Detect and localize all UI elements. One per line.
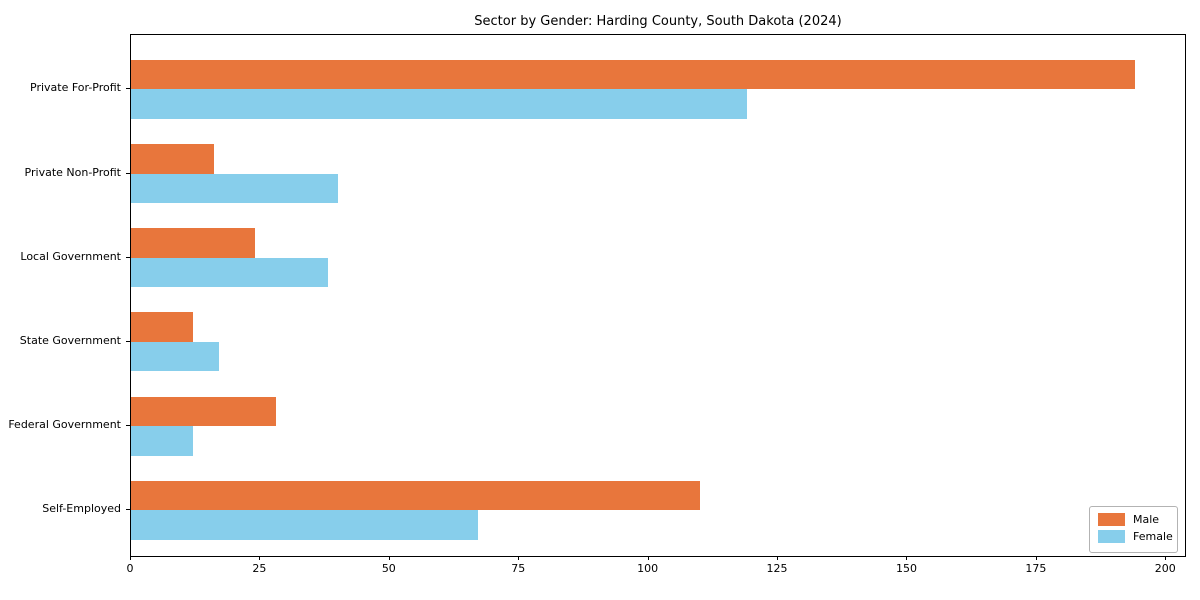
y-axis-tick — [126, 340, 130, 342]
legend-entry-male: Male — [1098, 513, 1169, 526]
bar-female — [131, 510, 478, 540]
x-axis-tick — [906, 556, 908, 560]
plot-area — [130, 34, 1186, 557]
y-axis-tick — [126, 88, 130, 90]
legend-swatch-male-icon — [1098, 513, 1125, 526]
bar-female — [131, 89, 747, 119]
bar-male — [131, 144, 214, 174]
x-axis-tick-label: 175 — [1025, 562, 1047, 575]
bar-female — [131, 426, 194, 456]
x-axis-tick — [259, 556, 261, 560]
x-axis-tick-label: 150 — [895, 562, 917, 575]
legend-label-female: Female — [1133, 530, 1173, 543]
bar-female — [131, 341, 219, 372]
bar-female — [131, 257, 328, 288]
x-axis-tick-label: 0 — [126, 562, 134, 575]
bar-male — [131, 312, 194, 342]
bar-male — [131, 396, 276, 427]
x-axis-tick-label: 100 — [637, 562, 659, 575]
x-axis-tick-label: 50 — [381, 562, 396, 575]
y-axis-label: Self-Employed — [42, 502, 121, 516]
bar-male — [131, 228, 256, 258]
legend-label-male: Male — [1133, 513, 1160, 526]
x-axis-tick — [1165, 556, 1167, 560]
legend: Male Female — [1089, 506, 1178, 553]
x-axis-tick-label: 25 — [252, 562, 267, 575]
y-axis-tick — [126, 172, 130, 174]
bar-male — [131, 59, 1136, 90]
y-axis-label: Private Non-Profit — [24, 165, 121, 179]
legend-entry-female: Female — [1098, 530, 1173, 543]
x-axis-tick — [518, 556, 520, 560]
y-axis-label: Private For-Profit — [30, 81, 121, 95]
x-axis-tick — [130, 556, 131, 560]
bar-male — [131, 480, 701, 511]
legend-entries: Male Female — [1098, 513, 1173, 543]
y-axis-label: Local Government — [20, 249, 121, 263]
x-axis-tick — [1035, 556, 1037, 560]
x-axis-tick-label: 75 — [511, 562, 526, 575]
x-axis-tick-label: 125 — [766, 562, 788, 575]
y-axis-label: Federal Government — [8, 418, 121, 432]
chart-title: Sector by Gender: Harding County, South … — [474, 14, 842, 29]
x-axis-tick-label: 200 — [1154, 562, 1176, 575]
x-axis-tick — [647, 556, 649, 560]
y-axis-tick — [126, 509, 130, 511]
y-axis-tick — [126, 425, 130, 427]
legend-swatch-female-icon — [1098, 530, 1125, 543]
x-axis-tick — [777, 556, 779, 560]
y-axis-label: State Government — [19, 333, 121, 347]
bar-female — [131, 173, 339, 203]
x-axis-tick — [388, 556, 390, 560]
y-axis-tick — [126, 256, 130, 258]
